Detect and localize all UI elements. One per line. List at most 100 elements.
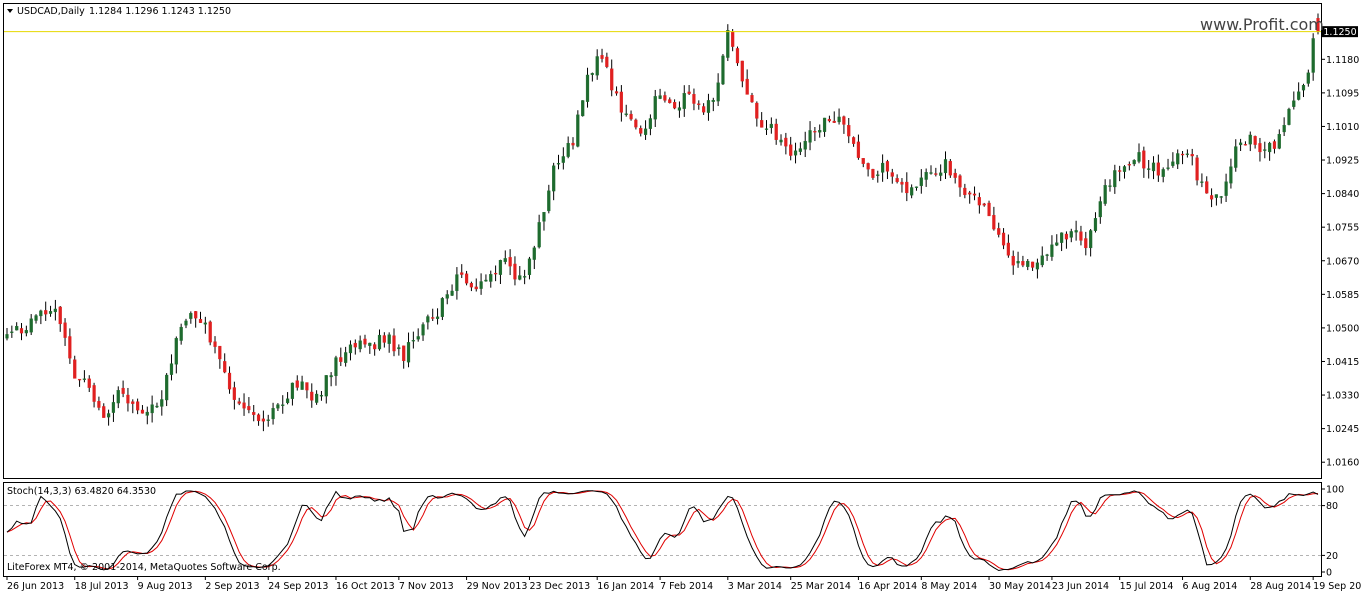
candle-body [1224,181,1228,196]
candle [1006,234,1010,258]
candle-body [184,320,188,326]
candle [19,323,24,341]
candle-body [353,342,357,348]
candle [218,345,222,369]
candle [1272,139,1277,154]
candle-body [987,202,991,217]
candle-body [136,401,140,411]
candle [808,121,812,151]
candle-body [590,73,594,75]
current-price-label: 1.1250 [1323,27,1356,38]
candle-body [218,345,222,360]
candle [5,327,9,341]
candle [1079,225,1083,246]
candle-body [111,402,116,413]
candle [460,264,464,279]
candle [179,323,183,345]
candle [827,115,831,123]
candle-body [1166,167,1170,169]
candle-body [914,186,919,188]
candle-body [1026,260,1030,267]
candle [1060,232,1064,252]
candle-body [1248,134,1252,145]
candle-body [174,338,178,365]
candle-body [682,93,686,109]
candle [653,89,657,128]
candle [503,250,507,265]
candle-body [87,378,91,388]
candle [735,46,740,66]
candle [634,118,638,130]
candle-body [677,107,682,111]
candle-body [10,331,14,333]
candle-body [121,387,125,394]
candle-body [329,375,333,378]
candle-body [39,310,43,317]
time-tick-label: 3 Mar 2014 [728,581,782,592]
candle [934,167,938,177]
stochastic-axis: 100 80 20 0 [1321,485,1344,579]
candle [581,100,585,117]
stochastic-header: Stoch(14,3,3) 63.4820 64.3530 [7,486,156,497]
candle-body [247,406,251,411]
candle [1113,164,1117,194]
candle [48,305,53,317]
candle-body [1306,72,1310,84]
candle [106,409,111,426]
candle [740,60,744,88]
candle-body [256,414,261,422]
candle [532,245,536,270]
candle-body [92,385,96,402]
candle [1166,158,1170,171]
candle-body [1137,152,1141,162]
price-tick-label: 1.1180 [1326,55,1359,66]
candle-body [77,378,82,381]
stochastic-tick-label: 20 [1326,551,1338,562]
candle-body [53,308,57,313]
candle [818,124,822,138]
price-tick-label: 1.0245 [1326,424,1359,435]
candle-body [822,117,827,132]
candle-body [581,100,585,117]
candle-body [261,418,265,422]
candle [242,393,246,416]
candle-body [740,60,744,82]
candle [1253,135,1257,149]
candle [963,183,967,199]
candle-body [760,120,764,128]
candle [111,394,116,422]
candle [1195,154,1199,186]
candle-body [232,387,236,400]
candle-body [910,187,914,196]
candle-body [1098,201,1102,218]
candle-body [1200,181,1204,183]
candle-body [1190,153,1194,157]
candle [774,118,778,145]
candle-body [1258,143,1262,153]
candle [489,270,493,288]
candle [851,136,856,147]
candle [285,392,290,405]
candle-body [1040,255,1044,266]
candle-body [1030,261,1035,268]
stochastic-panel-frame[interactable] [3,482,1322,577]
candle [58,305,62,332]
candle-body [784,137,788,147]
candle-body [63,322,67,338]
candle [1030,261,1035,271]
candle-body [731,31,735,47]
candle [194,310,198,328]
candle-body [1113,170,1117,188]
candle-body [382,335,386,343]
candle-body [552,165,556,192]
candle-body [489,274,493,282]
candle-body [789,144,793,156]
candle-body [1311,38,1315,73]
candle-body [102,406,106,418]
chart-dropdown-icon[interactable] [7,9,13,13]
candle [1093,212,1098,233]
candle [421,322,425,341]
price-panel-frame[interactable] [3,3,1322,479]
time-tick-label: 28 Aug 2014 [1250,581,1311,592]
